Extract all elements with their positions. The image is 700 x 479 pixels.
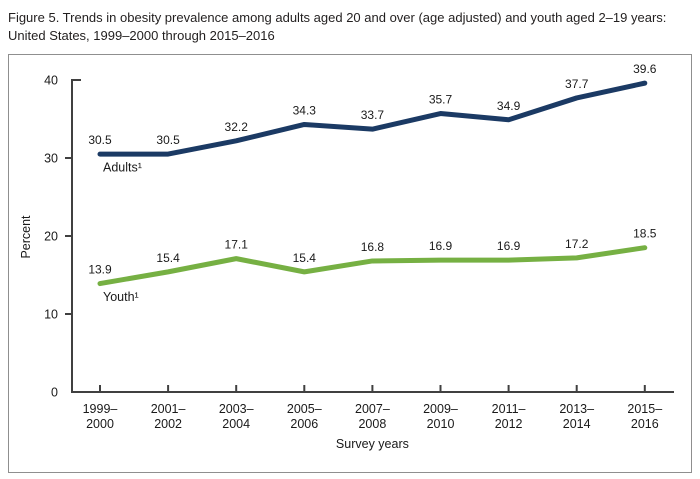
obesity-trend-line-chart: 0 10 20 30 40 1999–2000 2001–2002 2003–2004 2005… <box>19 62 674 451</box>
youth-value-label: 13.9 <box>88 263 112 277</box>
adults-value-label: 30.5 <box>156 133 180 147</box>
x-tick-label-line2: 2010 <box>427 417 455 431</box>
x-tick-label-line1: 2013– <box>559 402 594 416</box>
x-tick-label-line1: 2007– <box>355 402 390 416</box>
x-tick-label-line2: 2016 <box>631 417 659 431</box>
x-tick-label-line2: 2006 <box>290 417 318 431</box>
adults-value-label: 32.2 <box>225 120 249 134</box>
youth-value-label: 16.9 <box>429 239 453 253</box>
adults-series-label: Adults¹ <box>103 161 142 175</box>
figure-title-line2: United States, 1999–2000 through 2015–20… <box>8 28 275 44</box>
x-tick-label-line2: 2002 <box>154 417 182 431</box>
adults-value-label: 30.5 <box>88 133 112 147</box>
y-tick-label: 0 <box>51 386 58 400</box>
figure-title-line1: Figure 5. Trends in obesity prevalence a… <box>8 10 667 25</box>
x-tick-label-line1: 2011– <box>492 402 526 416</box>
youth-value-label: 15.4 <box>293 251 317 265</box>
adults-value-label: 35.7 <box>429 93 453 107</box>
x-tick-label-line2: 2004 <box>222 417 250 431</box>
x-tick-label-line1: 1999– <box>83 402 118 416</box>
chart-frame: 0 10 20 30 40 1999– 2000 2001– 2002 2003– 2004 2005… <box>8 54 692 473</box>
y-tick-label: 10 <box>44 308 58 322</box>
youth-value-label: 18.5 <box>633 227 657 241</box>
x-tick-label-line2: 2014 <box>563 417 591 431</box>
y-tick-label: 40 <box>44 74 58 88</box>
y-tick-label: 20 <box>44 230 58 244</box>
adults-value-label: 39.6 <box>633 62 657 76</box>
youth-line <box>97 245 648 287</box>
x-axis-title: Survey years <box>336 437 409 451</box>
x-tick-label-line1: 2003– <box>219 402 254 416</box>
youth-series-label: Youth¹ <box>103 290 139 304</box>
adults-value-label: 34.3 <box>293 103 317 117</box>
x-tick-label-line1: 2015– <box>627 402 662 416</box>
adults-value-label: 34.9 <box>497 99 521 113</box>
youth-value-label: 17.2 <box>565 237 589 251</box>
figure-title: Figure 5. Trends in obesity prevalence a… <box>8 9 692 46</box>
youth-value-label: 16.9 <box>497 239 521 253</box>
adults-value-label: 33.7 <box>361 108 385 122</box>
x-tick-label-line1: 2009– <box>423 402 458 416</box>
x-tick-label-line2: 2012 <box>495 417 523 431</box>
x-tick-label-line2: 2008 <box>358 417 386 431</box>
adults-value-label: 37.7 <box>565 77 589 91</box>
youth-value-label: 17.1 <box>225 238 249 252</box>
x-tick-label-line1: 2005– <box>287 402 322 416</box>
x-tick-label-line1: 2001– <box>151 402 186 416</box>
youth-value-label: 15.4 <box>156 251 180 265</box>
adults-line <box>97 80 648 157</box>
y-axis-title: Percent <box>19 215 33 259</box>
youth-value-label: 16.8 <box>361 240 385 254</box>
x-tick-label-line2: 2000 <box>86 417 114 431</box>
y-tick-label: 30 <box>44 152 58 166</box>
